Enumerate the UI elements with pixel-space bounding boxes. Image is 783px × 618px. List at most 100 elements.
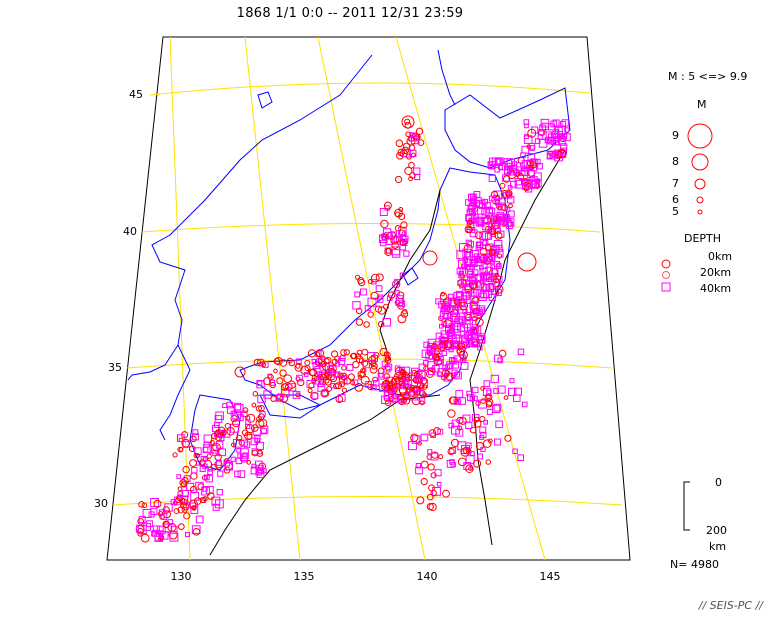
- quake-marker-deep: [495, 199, 501, 205]
- quake-marker-shallow: [315, 349, 325, 358]
- quake-marker-deep: [398, 300, 406, 308]
- quake-marker-shallow: [350, 352, 357, 360]
- coast-hokkaido: [444, 87, 571, 169]
- quake-marker-deep: [379, 208, 388, 217]
- quake-marker-deep: [201, 486, 210, 496]
- quake-marker-shallow: [245, 424, 255, 434]
- quake-marker-deep: [477, 345, 483, 351]
- quake-marker-deep: [314, 366, 321, 373]
- depth-scale-bottom: 200: [706, 524, 727, 537]
- quake-marker-shallow: [308, 368, 316, 377]
- quake-marker-deep: [505, 221, 514, 230]
- quake-marker-deep: [214, 422, 220, 428]
- quake-marker-shallow: [410, 433, 419, 442]
- magnitude-range: M : 5 <=> 9.9: [668, 70, 748, 83]
- quake-marker-shallow: [318, 378, 325, 385]
- lat-line-45: [149, 82, 591, 96]
- quake-marker-deep: [382, 318, 392, 327]
- quake-marker-deep: [446, 330, 456, 339]
- quake-marker-shallow: [438, 454, 444, 460]
- quake-marker-deep: [269, 379, 276, 386]
- quake-marker-shallow: [343, 377, 352, 385]
- quake-marker-shallow: [356, 349, 363, 356]
- quake-marker-deep: [226, 401, 233, 409]
- quake-marker-deep: [267, 373, 273, 379]
- quake-marker-deep: [557, 126, 567, 135]
- quake-marker-deep: [522, 180, 529, 187]
- quake-marker-deep: [250, 437, 258, 446]
- quake-marker-shallow: [370, 273, 380, 283]
- coast-sakhalin: [437, 49, 456, 106]
- quake-marker-deep: [448, 357, 456, 364]
- quake-marker-shallow: [385, 248, 392, 254]
- quake-marker-shallow: [418, 384, 424, 390]
- quake-marker-shallow: [465, 464, 474, 474]
- quake-marker-shallow: [415, 127, 424, 135]
- quake-marker-shallow: [190, 472, 198, 480]
- quake-marker-deep: [445, 342, 454, 351]
- quake-marker-shallow: [369, 365, 378, 374]
- lat-label-30: 30: [94, 497, 108, 510]
- quake-marker-shallow: [339, 381, 345, 388]
- quake-marker-deep: [493, 215, 502, 225]
- quake-marker-deep: [296, 374, 303, 382]
- quake-marker-shallow: [409, 384, 415, 390]
- quake-marker-shallow: [193, 497, 202, 505]
- lat-line-35: [126, 358, 613, 369]
- quake-marker-shallow: [437, 342, 447, 351]
- quake-marker-deep: [203, 444, 212, 454]
- quake-marker-deep: [482, 223, 490, 231]
- quake-marker-shallow: [307, 388, 313, 394]
- quake-marker-deep: [479, 426, 487, 434]
- quake-marker-shallow: [433, 349, 440, 356]
- quake-marker-deep: [458, 270, 465, 277]
- quake-marker-shallow: [467, 219, 473, 226]
- quake-marker-deep: [409, 149, 417, 157]
- quake-marker-deep: [418, 363, 426, 371]
- quake-marker-deep: [489, 164, 495, 170]
- quake-marker-shallow: [314, 351, 321, 358]
- quake-marker-shallow: [273, 368, 278, 374]
- quake-marker-deep: [142, 508, 152, 518]
- quake-marker-deep: [547, 153, 553, 159]
- quake-marker-deep: [469, 259, 477, 267]
- quake-marker-deep: [224, 461, 234, 471]
- quake-marker-shallow: [382, 303, 389, 310]
- quake-marker-deep: [176, 434, 185, 442]
- quake-marker-deep: [553, 129, 560, 135]
- quake-marker-deep: [181, 489, 189, 498]
- quake-marker-deep: [420, 433, 429, 442]
- quake-marker-shallow: [304, 359, 311, 366]
- quake-marker-deep: [482, 387, 492, 396]
- quake-marker-deep: [437, 428, 444, 435]
- coast-asia: [127, 54, 373, 381]
- quake-marker-deep: [469, 396, 475, 402]
- quake-marker-shallow: [380, 219, 389, 229]
- quake-marker-deep: [202, 446, 209, 453]
- quake-marker-deep: [346, 363, 354, 371]
- quake-marker-deep: [469, 229, 478, 238]
- quake-marker-shallow: [255, 405, 263, 412]
- depth-symbol-20km: [662, 271, 670, 279]
- quake-marker-shallow: [472, 340, 479, 347]
- quake-marker-deep: [454, 371, 461, 378]
- quake-marker-shallow: [485, 244, 492, 251]
- quake-marker-shallow: [209, 439, 215, 445]
- quake-marker-shallow: [408, 176, 414, 182]
- quake-marker-deep: [480, 199, 486, 205]
- quake-marker-deep: [495, 202, 502, 209]
- quake-marker-deep: [217, 470, 224, 477]
- quake-marker-deep: [192, 429, 199, 436]
- quake-marker-deep: [160, 513, 168, 520]
- quake-marker-deep: [384, 231, 393, 240]
- quake-marker-shallow: [450, 438, 460, 447]
- quake-marker-deep: [146, 520, 153, 528]
- quake-marker-shallow: [242, 407, 249, 413]
- quake-marker-shallow: [168, 530, 178, 540]
- quake-marker-shallow: [404, 166, 413, 175]
- quake-marker-large: [517, 252, 537, 272]
- quake-marker-shallow: [480, 398, 486, 404]
- quake-marker-shallow: [453, 298, 461, 306]
- quake-marker-deep: [552, 119, 560, 127]
